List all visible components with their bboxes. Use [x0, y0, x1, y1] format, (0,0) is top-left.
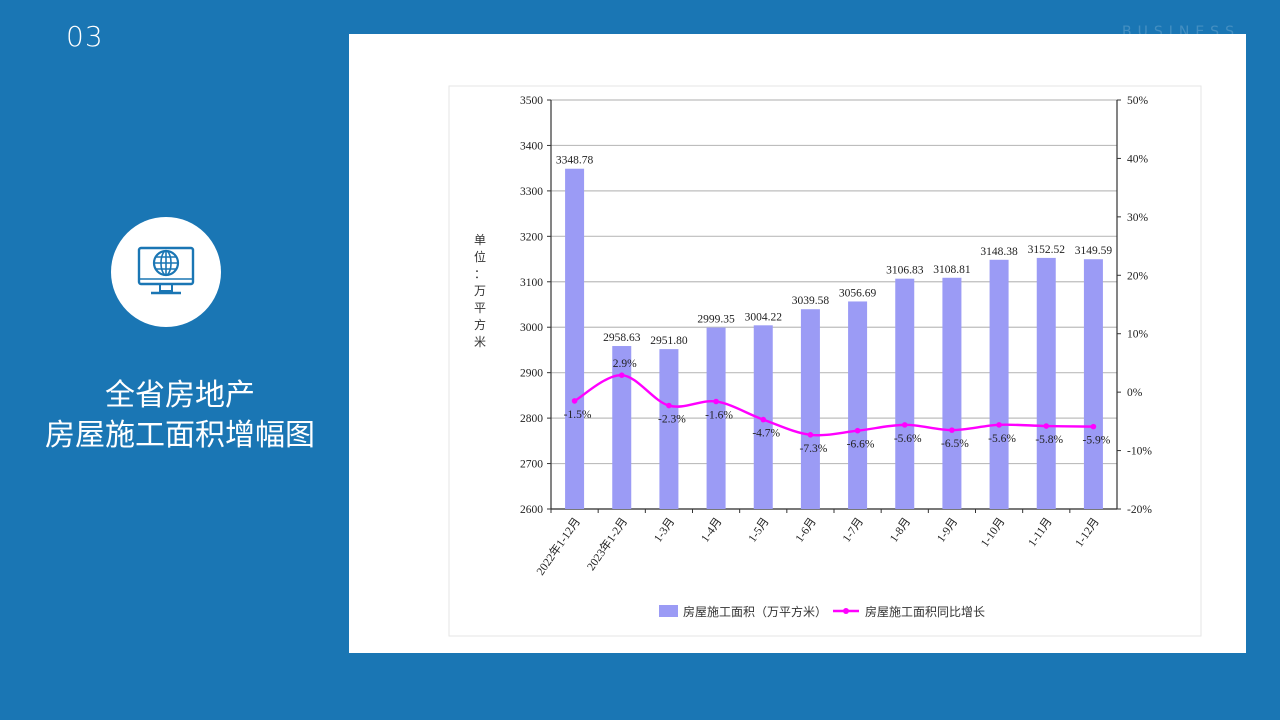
x-tick-label: 2022年1-12月 [533, 515, 583, 578]
line-point [901, 422, 908, 428]
chart-card: 2600 2700 2800 2900 3000 3100 3200 3300 3400 3500… [349, 34, 1246, 653]
y2-tick-label: 30% [1127, 212, 1149, 224]
line-value-label: -2.3% [658, 414, 686, 426]
bar-value-label: 3056.69 [839, 287, 877, 299]
slide-title-line1: 全省房地产 [105, 378, 255, 413]
x-tick-label: 1-3月 [652, 516, 677, 545]
bar [612, 346, 632, 509]
y-tick-label: 2600 [520, 504, 543, 516]
x-tick-label: 1-6月 [794, 516, 819, 545]
bar-value-label: 2999.35 [697, 314, 735, 326]
y2-tick-label: -20% [1127, 504, 1152, 516]
y-tick-label: 3200 [520, 231, 543, 243]
bar-value-label: 3152.52 [1028, 244, 1066, 256]
bar-value-label: 3348.78 [556, 155, 594, 167]
bar [1083, 259, 1103, 509]
y-tick-label: 2900 [520, 368, 543, 380]
x-tick-label: 1-10月 [979, 516, 1008, 550]
legend-line-label: 房屋施工面积同比增长 [865, 604, 985, 619]
x-tick-label: 1-4月 [699, 516, 724, 545]
bar [1036, 257, 1056, 509]
y2-tick-label: -10% [1127, 446, 1152, 458]
y-tick-label: 3300 [520, 186, 543, 198]
x-tick-label: 2023年1-2月 [584, 515, 631, 573]
bar [895, 278, 915, 509]
y-axis-label-char: ： [474, 267, 486, 281]
x-tick-label: 1-12月 [1073, 516, 1102, 550]
legend-line-marker [843, 608, 849, 614]
slide-number: 03 [66, 20, 104, 53]
line-value-label: -6.5% [941, 438, 969, 450]
y-axis-label-char: 平 [474, 301, 486, 315]
line-point [949, 427, 955, 433]
x-tick-label: 1-9月 [935, 516, 960, 545]
line-value-label: -5.6% [988, 433, 1016, 445]
y-axis-label-char: 万 [474, 284, 486, 298]
globe-monitor-icon [137, 246, 195, 295]
line-value-label: 2.9% [613, 358, 637, 370]
bar [800, 309, 820, 509]
y-axis-label-char: 单 [474, 233, 486, 247]
line-series [573, 373, 1094, 437]
bar [565, 168, 585, 510]
line-value-label: -1.5% [564, 409, 592, 421]
bar [989, 259, 1009, 509]
x-tick-label: 1-11月 [1026, 516, 1054, 549]
line-point [1090, 423, 1097, 430]
bar-value-label: 2958.63 [603, 332, 641, 344]
bar-value-label: 3106.83 [886, 265, 924, 277]
bar-value-label: 3039.58 [792, 295, 830, 307]
bar-value-label: 2951.80 [650, 335, 688, 347]
bar [706, 327, 726, 509]
y-axis-label-char: 位 [474, 249, 486, 264]
bar-value-label: 3148.38 [980, 246, 1018, 258]
line-value-label: -7.3% [800, 443, 828, 455]
y2-tick-label: 0% [1127, 387, 1143, 399]
line-point [571, 398, 578, 404]
bar-value-label: 3108.81 [933, 264, 971, 276]
line-point [618, 372, 625, 378]
y-tick-label: 3500 [520, 95, 543, 107]
y2-tick-label: 10% [1127, 329, 1149, 341]
y-axis-label-char: 方 [474, 317, 486, 332]
line-value-label: -6.6% [847, 439, 875, 451]
line-point [807, 431, 814, 438]
y2-tick-label: 50% [1127, 95, 1149, 107]
legend-bar-swatch [659, 605, 678, 617]
x-tick-label: 1-5月 [746, 516, 771, 545]
y-tick-label: 2700 [520, 459, 543, 471]
line-value-label: -5.6% [894, 433, 922, 445]
line-value-label: -1.6% [705, 409, 733, 421]
line-value-label: -4.7% [752, 428, 780, 440]
bar [848, 301, 868, 509]
icon-badge [111, 217, 221, 327]
bar [659, 349, 679, 509]
line-point [666, 402, 672, 409]
line-value-label: -5.8% [1035, 434, 1063, 446]
y-tick-label: 2800 [520, 413, 543, 425]
x-tick-label: 1-7月 [841, 516, 866, 545]
chart-svg: 2600 2700 2800 2900 3000 3100 3200 3300 3400 3500… [448, 85, 1202, 637]
line-value-label: -5.9% [1083, 435, 1111, 447]
line-point [854, 427, 861, 434]
bar [942, 277, 962, 509]
slide-title: 全省房地产 房屋施工面积增幅图 [20, 376, 340, 456]
y2-tick-label: 40% [1127, 153, 1149, 165]
chart-frame [448, 85, 1202, 637]
y-tick-label: 3100 [520, 277, 543, 289]
y-axis-label-char: 米 [474, 335, 486, 349]
y-tick-label: 3400 [520, 140, 543, 152]
slide-title-line2: 房屋施工面积增幅图 [45, 418, 315, 453]
bar-value-label: 3149.59 [1075, 245, 1113, 257]
bar-value-label: 3004.22 [745, 311, 783, 323]
y-tick-label: 3000 [520, 322, 543, 334]
line-point [996, 422, 1002, 428]
legend-bar-label: 房屋施工面积（万平方米） [683, 604, 827, 619]
line-point [713, 398, 719, 405]
y2-tick-label: 20% [1127, 270, 1149, 282]
line-point [760, 416, 767, 423]
x-tick-label: 1-8月 [888, 516, 913, 545]
line-point [1043, 423, 1050, 429]
